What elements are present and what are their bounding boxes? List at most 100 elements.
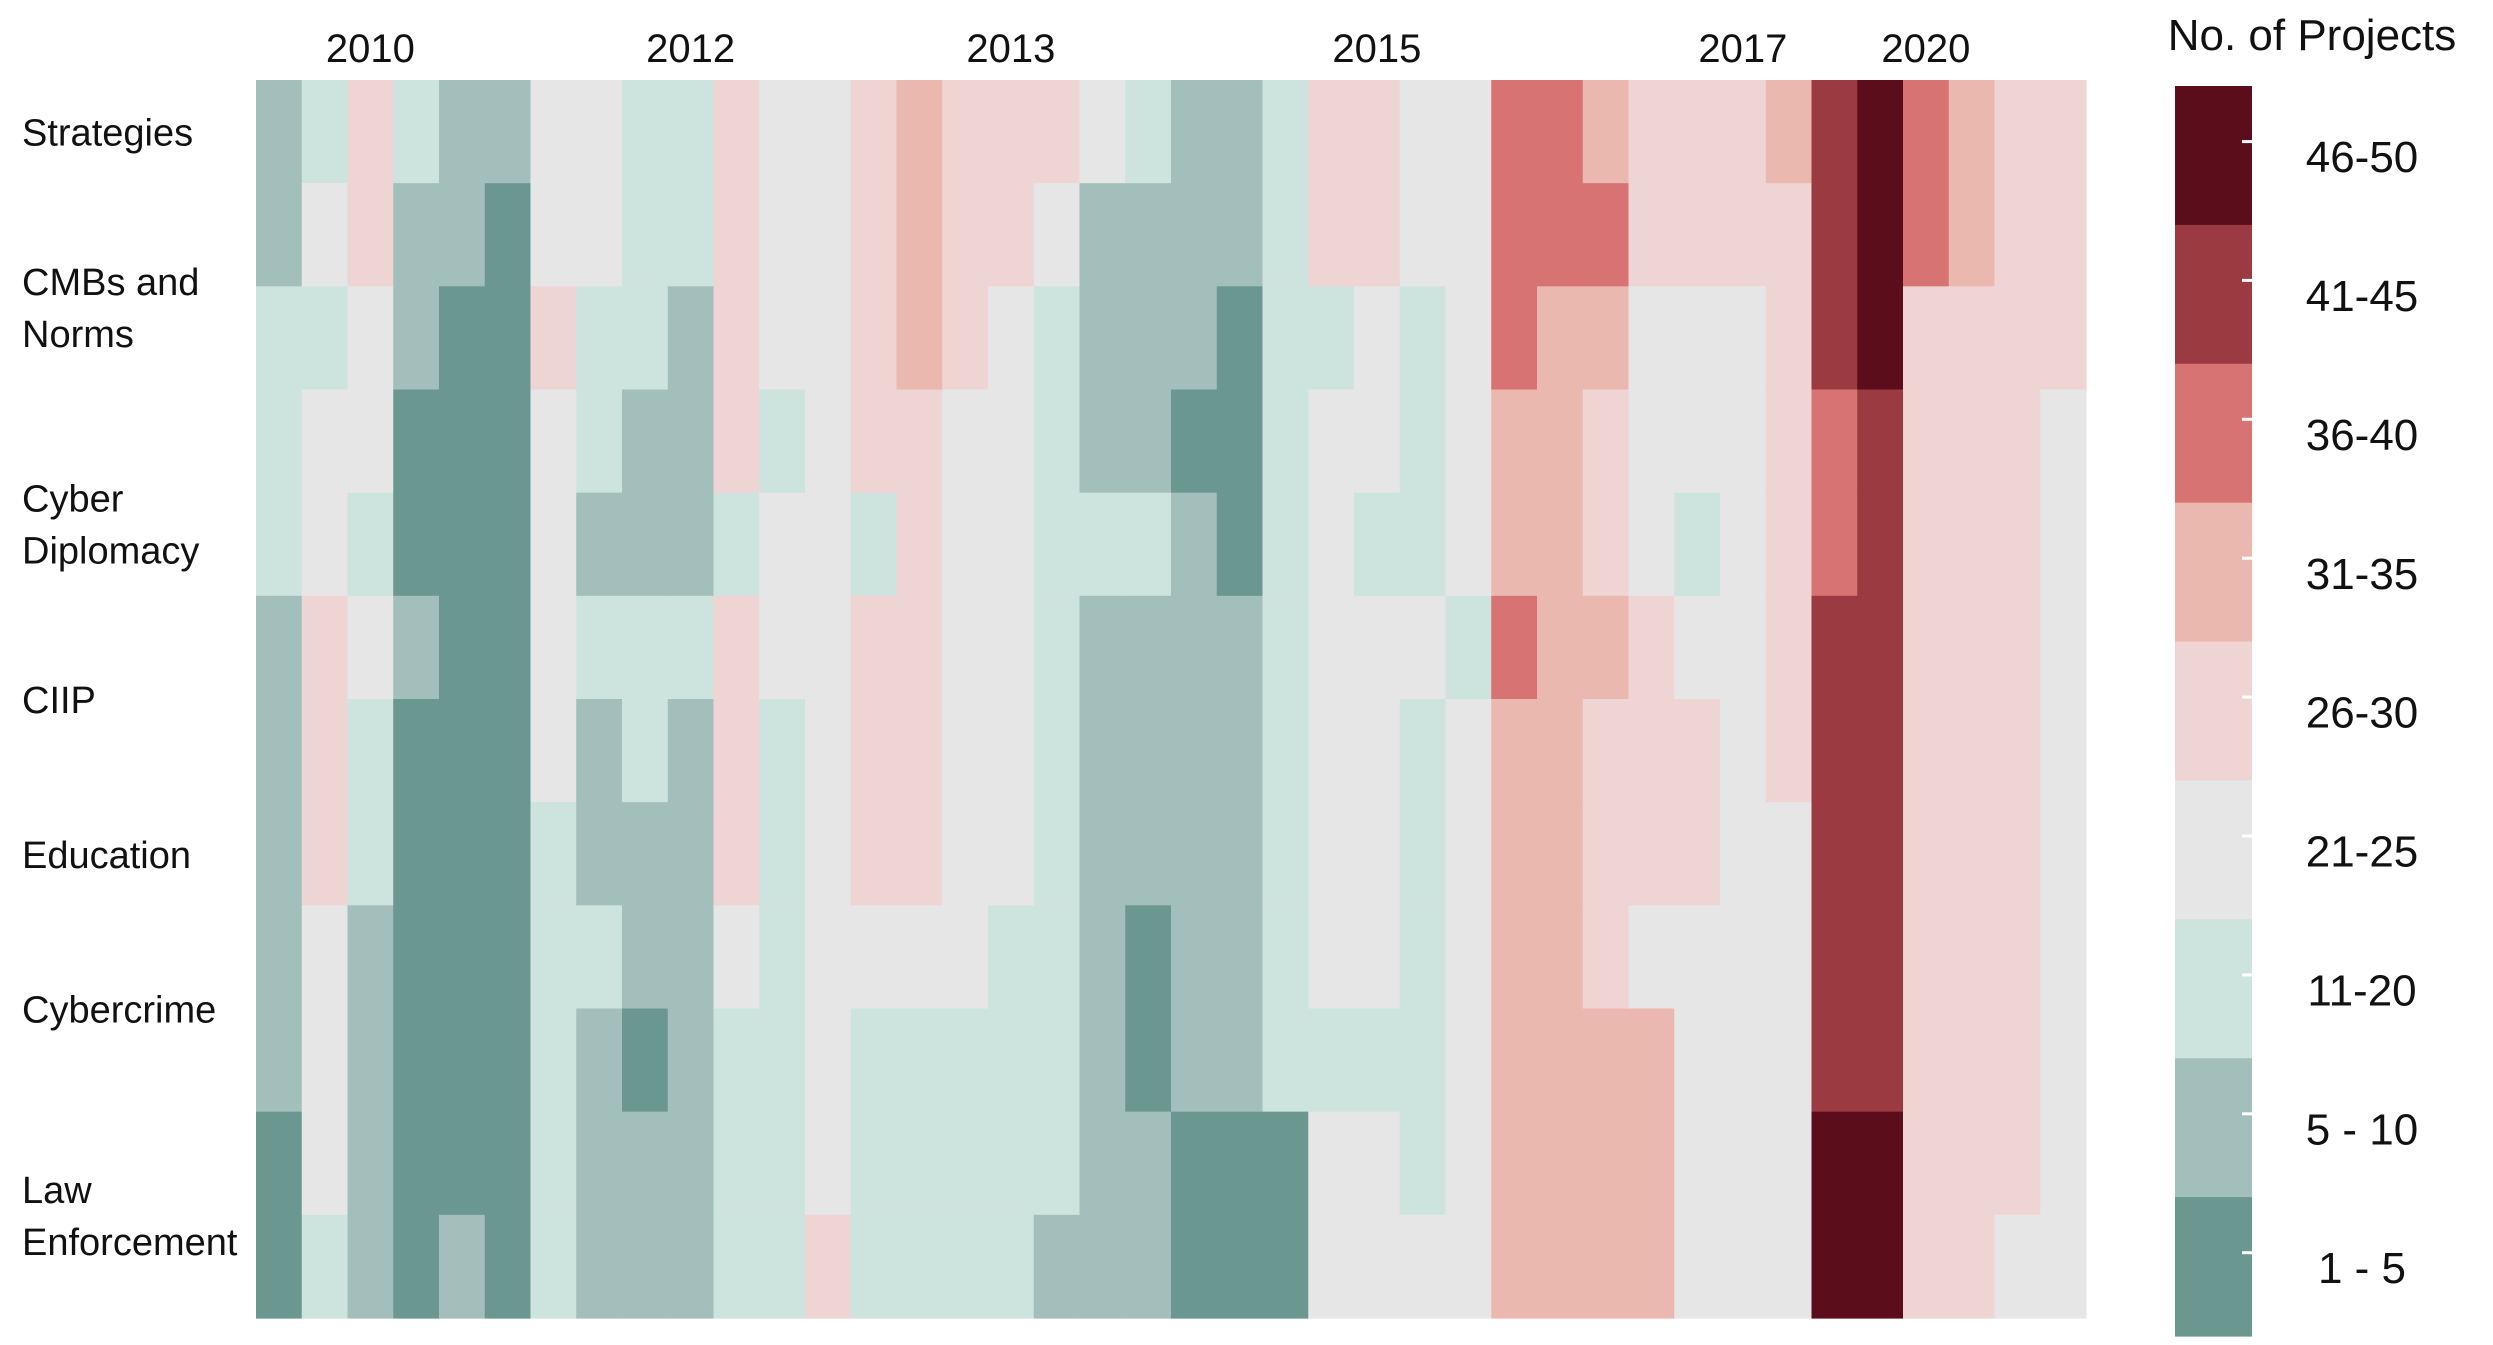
heatmap-cell: [2040, 183, 2087, 287]
heatmap-cell: [576, 492, 623, 597]
heatmap-cell: [1491, 80, 1538, 184]
heatmap-cell: [1765, 389, 1813, 494]
heatmap-cell: [850, 1111, 898, 1216]
heatmap-cell: [1720, 595, 1767, 700]
x-tick-label: 2013: [966, 27, 1055, 71]
x-tick-label: 2017: [1698, 27, 1787, 71]
heatmap-cell: [1491, 183, 1538, 287]
heatmap-cell: [1674, 905, 1721, 1010]
heatmap-cell: [1171, 183, 1218, 287]
heatmap-cell: [805, 1111, 852, 1216]
heatmap-cell: [484, 492, 532, 597]
heatmap-cell: [1445, 80, 1492, 184]
heatmap-cell: [988, 1214, 1035, 1319]
heatmap-cell: [1628, 492, 1675, 597]
heatmap-cell: [1674, 492, 1721, 597]
heatmap-cell: [1994, 183, 2041, 287]
heatmap-cell: [805, 389, 852, 494]
y-category-label: Strategies: [22, 113, 193, 155]
heatmap-cell: [1811, 595, 1858, 700]
y-category-label-line: Cyber: [22, 479, 124, 521]
heatmap-cell: [942, 595, 989, 700]
heatmap-cell: [1811, 183, 1858, 287]
heatmap-cell: [1216, 699, 1264, 803]
heatmap-cell: [1628, 389, 1675, 494]
heatmap-cell: [301, 286, 349, 391]
heatmap-cell: [1674, 389, 1721, 494]
heatmap-cell: [484, 595, 532, 700]
heatmap-cell: [1628, 699, 1675, 803]
heatmap-cell: [1537, 1214, 1584, 1319]
heatmap-cell: [576, 1008, 623, 1113]
heatmap-cell: [484, 1214, 532, 1319]
heatmap-cell: [1674, 80, 1721, 184]
heatmap-cell: [393, 802, 440, 906]
heatmap-cell: [942, 389, 989, 494]
heatmap-cell: [667, 80, 715, 184]
heatmap-cell: [1765, 595, 1813, 700]
heatmap-cell: [1445, 802, 1492, 906]
heatmap-cell: [759, 1214, 806, 1319]
heatmap-cell: [850, 1214, 898, 1319]
heatmap-cell: [1033, 802, 1081, 906]
heatmap-cell: [1674, 595, 1721, 700]
heatmap-cell: [1308, 80, 1355, 184]
legend-swatch: [2175, 780, 2252, 920]
heatmap-cell: [1720, 389, 1767, 494]
heatmap-cell: [576, 699, 623, 803]
heatmap-cell: [1033, 80, 1081, 184]
heatmap-cell: [1491, 595, 1538, 700]
heatmap-cell: [713, 80, 760, 184]
y-axis-category-labels: Strategies CMBs and Norms Cyber Diplomacy CII…: [22, 113, 238, 1264]
heatmap-cell: [1628, 595, 1675, 700]
heatmap-cell: [1308, 183, 1355, 287]
heatmap-cell: [1079, 1111, 1126, 1216]
heatmap-cell: [1948, 699, 1996, 803]
heatmap-cell: [1674, 1111, 1721, 1216]
heatmap-cell: [1354, 183, 1401, 287]
heatmap-cell: [1537, 802, 1584, 906]
heatmap-cell: [301, 1214, 349, 1319]
heatmap-cell: [1033, 389, 1081, 494]
heatmap-cell: [1171, 905, 1218, 1010]
heatmap-cell: [1720, 1214, 1767, 1319]
heatmap-cell: [439, 1008, 486, 1113]
legend-label: 26-30: [2306, 689, 2419, 738]
heatmap-cell: [439, 492, 486, 597]
heatmap-cell: [896, 492, 943, 597]
heatmap-cell: [1903, 595, 1950, 700]
heatmap-cell: [576, 905, 623, 1010]
x-axis-year-labels: 2010 2012 2013 2015 2017 2020: [326, 27, 1970, 71]
heatmap-cell: [1171, 595, 1218, 700]
heatmap-cell: [347, 183, 394, 287]
heatmap-cell: [805, 1214, 852, 1319]
heatmap-cell: [1491, 905, 1538, 1010]
heatmap-cell: [1948, 1111, 1996, 1216]
heatmap-cell: [1720, 492, 1767, 597]
heatmap-cell: [1765, 183, 1813, 287]
heatmap-cell: [667, 183, 715, 287]
heatmap-cell: [1354, 802, 1401, 906]
heatmap-cell: [1582, 905, 1630, 1010]
heatmap-cell: [1537, 1111, 1584, 1216]
legend-label: 5 - 10: [2306, 1105, 2419, 1154]
heatmap-cell: [1399, 905, 1447, 1010]
heatmap-cell: [576, 183, 623, 287]
heatmap-cell: [530, 80, 577, 184]
heatmap-cell: [1948, 80, 1996, 184]
heatmap-cell: [2040, 699, 2087, 803]
heatmap-cell: [1216, 286, 1264, 391]
heatmap-cell: [301, 802, 349, 906]
heatmap-cell: [896, 389, 943, 494]
heatmap-cell: [1399, 1214, 1447, 1319]
heatmap-cell: [713, 492, 760, 597]
heatmap-cell: [1262, 1008, 1309, 1113]
heatmap-cell: [896, 80, 943, 184]
heatmap-cell: [1399, 492, 1447, 597]
heatmap-cell: [805, 1008, 852, 1113]
heatmap-cell: [896, 699, 943, 803]
heatmap-cell: [622, 802, 669, 906]
legend-label: 31-35: [2306, 550, 2419, 599]
heatmap-cell: [2040, 492, 2087, 597]
